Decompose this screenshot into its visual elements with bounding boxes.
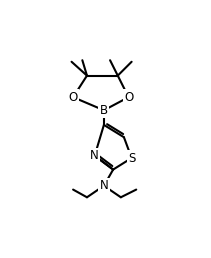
Text: N: N <box>90 149 99 162</box>
Text: B: B <box>100 104 108 117</box>
Text: S: S <box>128 151 135 165</box>
Text: O: O <box>69 91 78 104</box>
Text: N: N <box>100 179 108 192</box>
Text: O: O <box>124 91 133 104</box>
